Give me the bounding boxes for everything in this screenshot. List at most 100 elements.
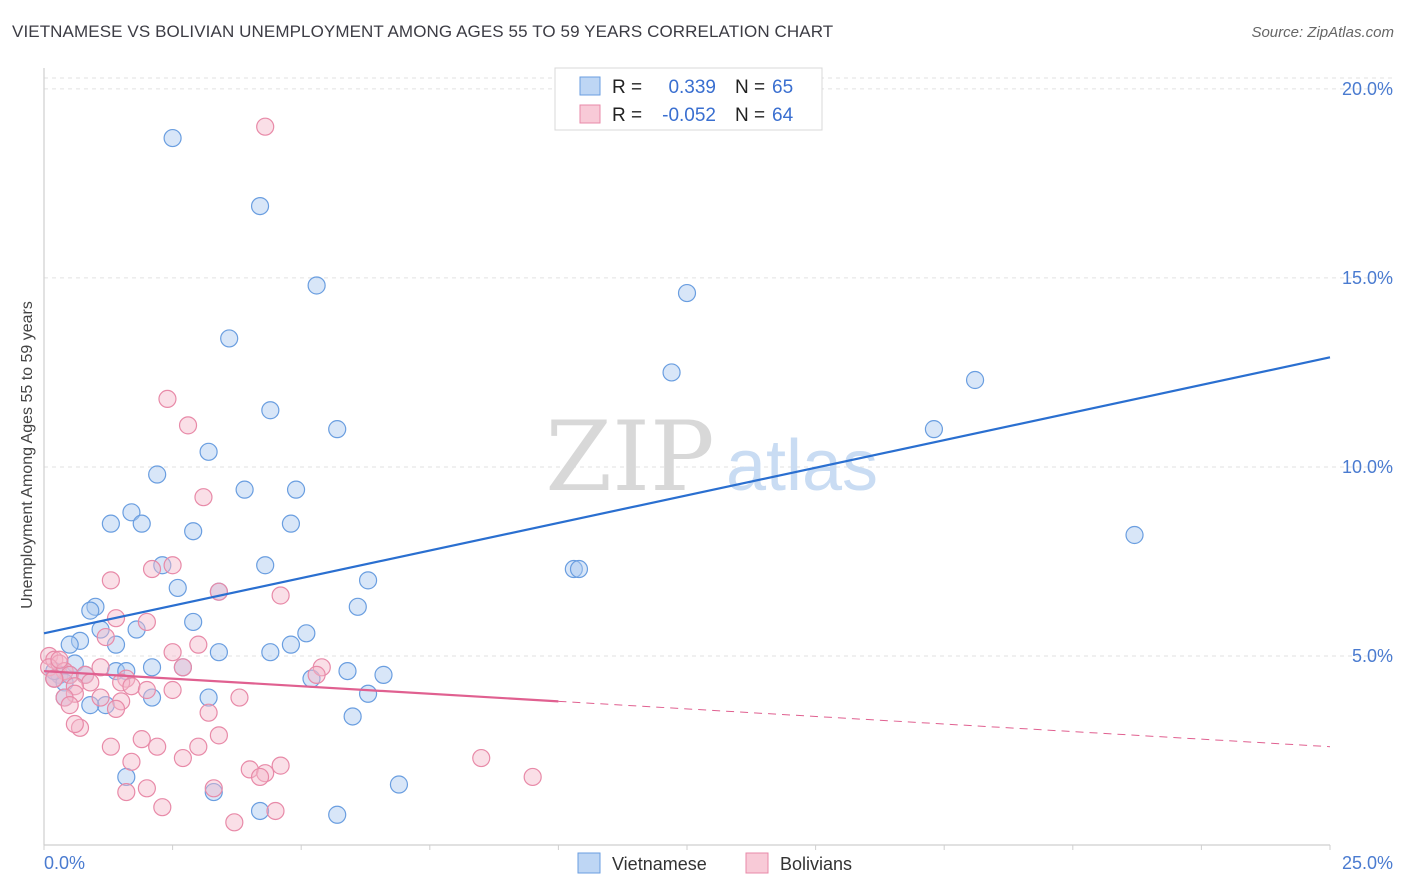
bolivian-point: [50, 650, 69, 669]
vietnamese-point: [101, 514, 120, 533]
bolivian-point: [142, 559, 162, 579]
vietnamese-point: [281, 635, 301, 654]
vietnamese-point: [348, 597, 367, 616]
vietnamese-point: [117, 767, 136, 787]
data-points: [40, 117, 1144, 832]
vietnamese-point: [328, 805, 347, 824]
vietnamese-point: [153, 556, 172, 575]
vietnamese-point: [142, 658, 162, 677]
bolivian-point: [204, 779, 223, 798]
bolivian-point: [122, 677, 141, 696]
vietnamese-point: [199, 442, 218, 461]
y-tick-label: 20.0%: [1342, 79, 1393, 99]
vietnamese-point: [374, 665, 393, 684]
vietnamese-point: [338, 661, 357, 681]
x-tick-label: 0.0%: [44, 853, 85, 873]
vietnamese-point: [235, 480, 254, 499]
vietnamese-point: [220, 329, 239, 348]
vietnamese-point: [199, 688, 218, 707]
vietnamese-point: [389, 775, 409, 794]
bolivian-point: [91, 658, 110, 677]
bolivian-trend-extension: [558, 700, 1331, 748]
y-tick-label: 5.0%: [1352, 646, 1393, 666]
tick-labels: 5.0% 10.0% 15.0% 20.0% 0.0% 25.0%: [44, 79, 1393, 873]
y-tick-label: 10.0%: [1342, 457, 1393, 477]
bolivian-point: [271, 756, 290, 775]
bolivian-point: [137, 680, 156, 700]
vietnamese-point: [81, 696, 100, 715]
vietnamese-point: [163, 128, 182, 148]
bolivian-point: [178, 416, 198, 435]
bolivian-point: [230, 688, 249, 707]
legend-r-value: 0.339: [668, 77, 716, 98]
bolivian-point: [96, 627, 115, 647]
vietnamese-point: [569, 559, 589, 579]
bolivian-point: [271, 586, 290, 605]
bolivian-point: [112, 673, 131, 692]
bolivian-point: [266, 801, 285, 821]
bottom-legend-swatch: [745, 852, 769, 874]
bottom-legend: Vietnamese Bolivians: [577, 852, 852, 874]
vietnamese-point: [184, 612, 203, 632]
bolivian-point: [101, 737, 120, 756]
bolivian-point: [194, 488, 213, 507]
bolivian-point: [137, 612, 156, 632]
bolivian-point: [65, 684, 84, 703]
vietnamese-point: [60, 635, 79, 654]
legend-n-label: N =: [735, 105, 765, 126]
bolivian-point: [158, 389, 177, 409]
vietnamese-point: [343, 707, 362, 726]
chart-title: VIETNAMESE VS BOLIVIAN UNEMPLOYMENT AMON…: [12, 22, 834, 41]
vietnamese-point: [250, 196, 270, 216]
legend-r-value: -0.052: [662, 105, 716, 126]
vietnamese-point: [358, 571, 378, 590]
bottom-legend-swatch: [577, 852, 601, 874]
vietnamese-point: [677, 283, 697, 303]
vietnamese-point: [250, 801, 270, 821]
bolivian-point: [117, 782, 136, 802]
vietnamese-point: [106, 635, 126, 654]
bolivian-point: [189, 737, 208, 756]
bolivian-point: [256, 117, 275, 136]
bolivian-point: [163, 643, 182, 662]
watermark: ZIP atlas: [545, 401, 878, 513]
vietnamese-point: [256, 556, 275, 575]
bolivian-point: [106, 699, 126, 719]
bolivian-point: [199, 703, 218, 722]
vietnamese-point: [286, 480, 306, 499]
vietnamese-point: [358, 684, 378, 703]
vietnamese-trend-line: [43, 356, 1331, 635]
vietnamese-point: [168, 578, 187, 598]
bolivian-point: [189, 635, 208, 654]
vietnamese-point: [148, 465, 167, 484]
vietnamese-point: [281, 514, 301, 533]
vietnamese-point: [81, 601, 100, 620]
legend-r-label: R =: [612, 77, 642, 98]
watermark-zip: ZIP: [545, 401, 714, 513]
bolivian-point: [523, 767, 542, 787]
vietnamese-point: [184, 522, 203, 541]
bolivian-point: [45, 669, 64, 688]
bolivian-point: [60, 696, 79, 715]
bolivian-point: [307, 665, 326, 684]
legend-n-label: N =: [735, 77, 765, 98]
bolivian-point: [240, 760, 259, 779]
vietnamese-point: [261, 643, 280, 662]
vietnamese-point: [1125, 525, 1144, 545]
bolivian-point: [225, 813, 244, 832]
bolivian-point: [60, 665, 79, 684]
bolivian-point: [173, 658, 192, 677]
bolivian-point: [65, 714, 84, 734]
bolivian-point: [132, 730, 151, 749]
source-label: Source: ZipAtlas.com: [1251, 24, 1394, 41]
bottom-legend-label: Vietnamese: [612, 854, 707, 874]
bolivian-point: [163, 680, 182, 700]
bolivian-point: [91, 688, 110, 707]
trend-lines: [43, 356, 1331, 748]
vietnamese-point: [132, 514, 151, 533]
vietnamese-point: [127, 620, 146, 639]
vietnamese-point: [297, 624, 316, 643]
vietnamese-point: [261, 401, 280, 420]
gridlines: [44, 77, 1395, 657]
bolivian-point: [153, 798, 172, 817]
